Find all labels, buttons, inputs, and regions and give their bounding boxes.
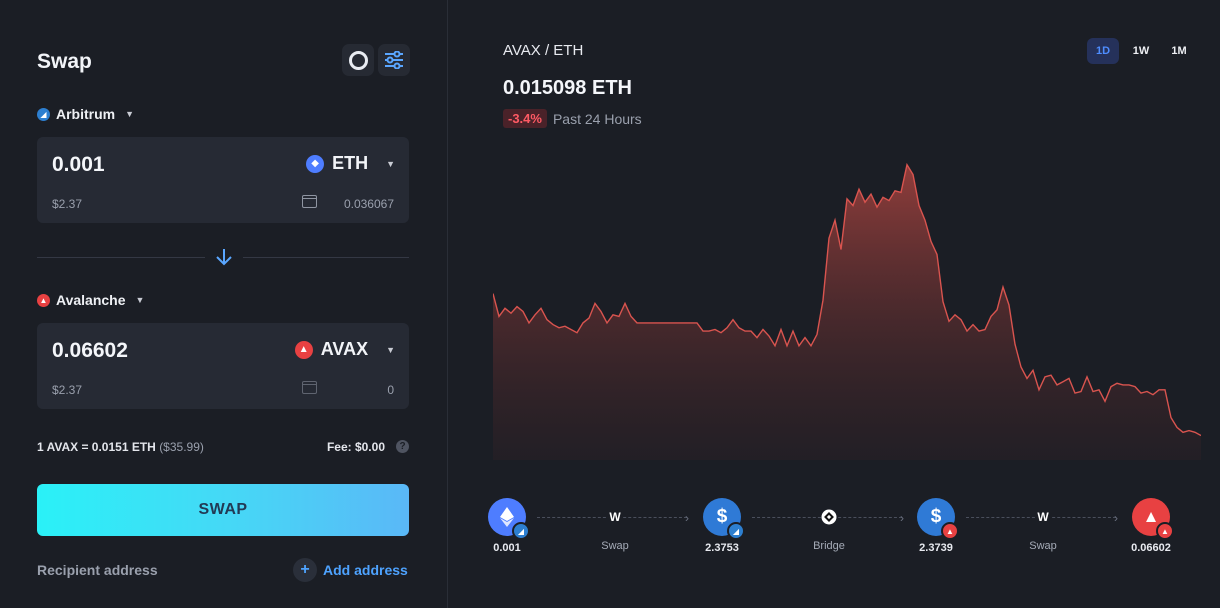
help-icon[interactable]: ? [396,440,409,453]
timeframe-selector: 1D 1W 1M [1087,38,1195,64]
route-step: W Swap [585,509,645,552]
route-node-label: 0.001 [493,542,521,554]
route-node: ▲ ▲ 0.06602 [1121,498,1181,554]
to-token-selector[interactable]: ▲ AVAX ▼ [294,339,395,360]
avalanche-icon: ▲ [941,522,959,540]
add-address-button[interactable]: + Add address [293,558,408,582]
refresh-button[interactable] [342,44,374,76]
wallet-icon [302,195,317,208]
to-chain-selector[interactable]: ▲ Avalanche ▼ [37,292,144,308]
plus-icon: + [293,558,317,582]
swap-button[interactable]: SWAP [37,484,409,536]
route-step: Bridge [799,509,859,552]
from-token-box: 0.001 ◆ ETH ▼ $2.37 0.036067 [37,137,409,223]
fee-text: Fee: $0.00 [326,440,385,454]
refresh-icon [348,50,368,70]
from-chain-label: Arbitrum [56,106,116,122]
to-chain-label: Avalanche [56,292,126,308]
chart-area [493,164,1201,460]
swap-title: Swap [37,50,92,73]
recipient-address-label: Recipient address [37,562,158,578]
tab-1w[interactable]: 1W [1132,45,1150,57]
arrow-right-icon: › [1114,511,1118,525]
from-usd-value: $2.37 [52,197,83,211]
route-node: ◢ 0.001 [477,498,537,554]
chevron-down-icon: ▼ [135,295,145,305]
price-chart [493,162,1201,460]
route-node-label: 2.3753 [705,542,739,554]
rate-usd: ($35.99) [159,440,204,454]
arbitrum-icon: ◢ [512,522,530,540]
price-value: 0.015098 ETH [503,77,632,99]
route-node: $ ▲ 2.3739 [906,498,966,554]
arrow-right-icon: › [685,511,689,525]
route-step: W Swap [1013,509,1073,552]
avalanche-icon: ▲ [1156,522,1174,540]
arbitrum-icon: ◢ [727,522,745,540]
exchange-rate: 1 AVAX = 0.0151 ETH ($35.99) [37,440,204,454]
avalanche-icon: ▲ [37,293,50,307]
route-node-label: 0.06602 [1131,542,1171,554]
from-token-selector[interactable]: ◆ ETH ▼ [306,153,395,174]
bridge-icon [821,509,837,525]
chevron-down-icon: ▼ [125,109,135,119]
arrow-down-icon [216,249,232,266]
to-amount-output: 0.06602 [52,339,128,362]
from-token-label: ETH [332,153,369,173]
route-node: $ ◢ 2.3753 [692,498,752,554]
route-step-label: Bridge [813,540,845,552]
add-address-label: Add address [323,562,408,578]
tab-1m[interactable]: 1M [1171,45,1187,57]
price-change: -3.4% Past 24 Hours [503,109,642,128]
from-chain-selector[interactable]: ◢ Arbitrum ▼ [37,106,134,122]
to-token-label: AVAX [320,339,369,359]
tab-1d[interactable]: 1D [1087,38,1119,64]
route-path: ◢ 0.001 › W Swap $ ◢ 2.3753 › Bridge [449,498,1220,568]
swap-panel: Swap ◢ Arbitrum ▼ 0.001 ◆ ETH ▼ $2.37 0.… [0,0,448,608]
market-panel: AVAX / ETH 0.015098 ETH -3.4% Past 24 Ho… [449,0,1220,608]
change-badge: -3.4% [503,109,547,128]
woofi-icon: W [607,509,623,525]
switch-direction-button[interactable] [212,245,236,269]
divider [37,257,205,258]
route-step-label: Swap [601,540,629,552]
sliders-icon [385,51,403,69]
arrow-right-icon: › [900,511,904,525]
route-step-label: Swap [1029,540,1057,552]
change-period: Past 24 Hours [552,110,642,127]
to-usd-value: $2.37 [52,383,83,397]
usdc-icon: $ ◢ [703,498,745,540]
chevron-down-icon: ▼ [386,344,395,355]
wallet-icon [302,381,317,394]
eth-icon: ◆ [306,154,325,173]
from-amount-input[interactable]: 0.001 [52,153,105,176]
rate-text: 1 AVAX = 0.0151 ETH [37,440,156,454]
to-balance: 0 [387,383,394,397]
to-token-box: 0.06602 ▲ AVAX ▼ $2.37 0 [37,323,409,409]
avalanche-icon: ▲ ▲ [1132,498,1174,540]
pair-label: AVAX / ETH [503,42,584,59]
avalanche-icon: ▲ [294,340,313,359]
from-balance[interactable]: 0.036067 [343,197,394,211]
arbitrum-icon: ◢ [37,107,50,121]
divider [243,257,409,258]
chevron-down-icon: ▼ [386,158,395,169]
route-node-label: 2.3739 [919,542,953,554]
usdc-icon: $ ▲ [917,498,959,540]
settings-button[interactable] [378,44,410,76]
eth-icon: ◢ [488,498,530,540]
woofi-icon: W [1035,509,1051,525]
